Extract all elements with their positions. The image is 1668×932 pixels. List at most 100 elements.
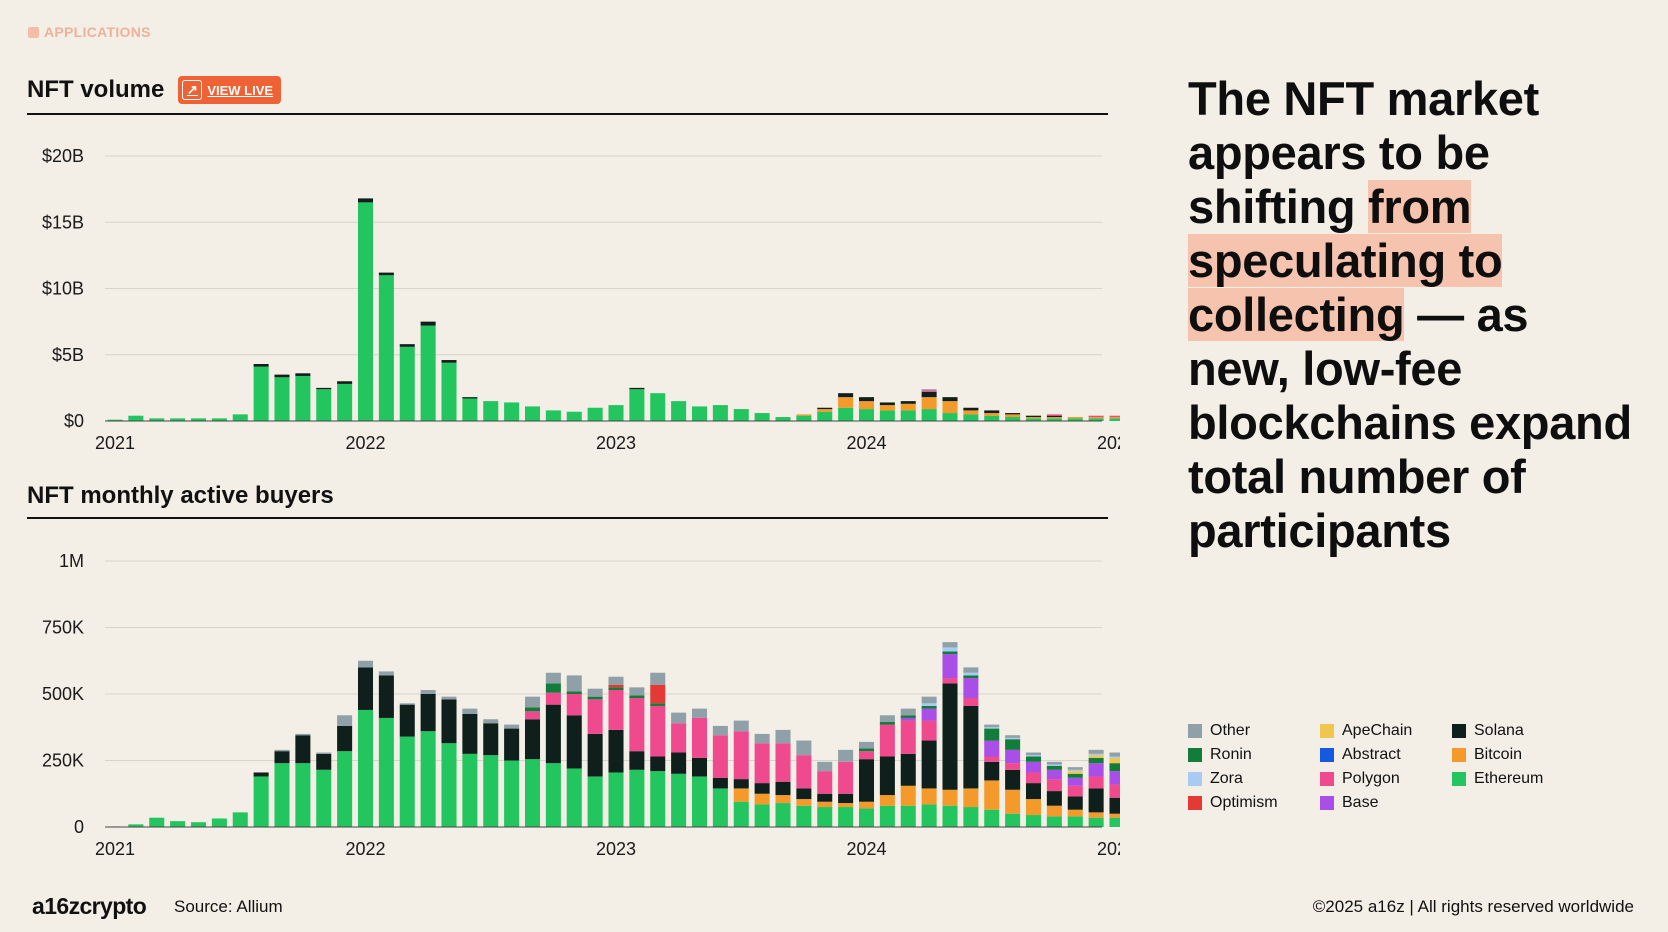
volume-bar-ethereum-0 [107,419,123,421]
buyers-bar-ronin-24 [608,687,624,691]
legend-item-base: Base [1320,794,1452,812]
buyers-bar-ronin-23 [587,696,603,700]
buyers-bar-bitcoin-31 [754,793,770,805]
buyers-bar-other-8 [274,749,290,752]
buyers-bar-apechain-48 [1109,757,1120,764]
legend-item-ethereum: Ethereum [1452,770,1602,788]
volume-bar-solana-39 [921,391,937,398]
buyers-bar-zora-39 [921,703,937,706]
buyers-bar-polygon-33 [796,755,812,789]
buyers-bar-ethereum-14 [399,736,415,827]
buyers-bar-base-47 [1088,763,1104,777]
buyers-y-tick-label: 0 [74,817,84,837]
buyers-bar-other-19 [504,724,520,729]
buyers-bar-other-36 [858,741,875,749]
view-live-label: VIEW LIVE [207,82,274,98]
buyers-bar-ethereum-5 [211,818,227,827]
buyers-bar-polygon-21 [545,692,561,705]
volume-bar-ethereum-20 [524,406,541,421]
volume-bar-bitcoin-47 [1088,417,1104,419]
buyers-bar-ethereum-11 [337,751,353,827]
buyers-bar-solana-42 [984,761,1000,781]
buyers-bar-bitcoin-35 [838,803,854,808]
buyers-bar-polygon-43 [1005,763,1021,770]
volume-bar-ethereum-29 [712,405,728,421]
buyers-bar-base-44 [1025,761,1042,773]
buyers-bar-ethereum-40 [942,805,958,827]
volume-bar-ethereum-19 [504,402,520,421]
volume-bar-ethereum-1 [128,415,144,421]
buyers-bar-polygon-45 [1046,779,1062,792]
legend-label: Solana [1474,722,1524,739]
buyers-bar-polygon-40 [942,678,958,684]
volume-bar-bitcoin-40 [942,401,958,414]
buyers-bar-other-28 [691,708,708,718]
buyers-bar-ethereum-21 [545,763,561,827]
buyers-bar-other-21 [545,672,561,684]
legend-label: Polygon [1342,770,1400,787]
buyers-bar-solana-18 [483,723,499,756]
volume-bar-bitcoin-35 [838,397,854,408]
buyers-bar-ethereum-24 [608,772,624,827]
buyers-bar-other-18 [483,719,499,724]
volume-bar-bitcoin-46 [1067,417,1083,419]
legend-label: Zora [1210,770,1243,787]
buyers-bar-ethereum-45 [1046,816,1062,827]
buyers-bar-solana-40 [942,683,958,790]
volume-bar-bitcoin-43 [1005,414,1021,418]
buyers-bar-bitcoin-40 [942,789,958,806]
volume-bar-ethereum-37 [879,410,895,421]
buyers-bar-base-48 [1109,771,1120,785]
source-text: Source: Allium [174,897,283,916]
buyers-bar-other-30 [733,720,749,732]
buyers-bar-ronin-46 [1067,773,1083,778]
buyers-bar-ethereum-7 [253,776,269,827]
legend-item-other: Other [1188,722,1320,740]
volume-bar-solana-7 [253,364,269,367]
legend-item-ronin: Ronin [1188,746,1320,764]
volume-bar-ethereum-42 [984,415,1000,421]
buyers-bar-ronin-20 [524,707,541,712]
legend-label: Bitcoin [1474,746,1523,763]
buyers-bar-optimism-24 [608,684,624,688]
volume-bar-solana-41 [963,407,979,411]
volume-bar-solana-14 [399,344,415,347]
volume-bar-solana-35 [838,393,854,398]
buyers-bar-other-26 [650,672,666,685]
headline-part2: — as new, low-fee blockchains expand tot… [1188,288,1632,557]
view-live-button[interactable]: ↗ VIEW LIVE [178,76,282,104]
buyers-bar-other-16 [441,696,457,700]
buyers-bar-other-45 [1046,761,1062,765]
buyers-bar-solana-35 [838,793,854,804]
volume-bar-ethereum-45 [1046,418,1062,421]
buyers-bar-polygon-44 [1025,772,1042,784]
buyers-bar-polygon-27 [671,723,687,753]
buyers-bar-base-38 [900,717,916,721]
buyers-bar-other-29 [712,725,728,736]
buyers-bar-other-43 [1005,735,1021,738]
buyers-bar-solana-11 [337,725,353,752]
buyers-bar-ethereum-3 [170,821,186,827]
volume-bar-solana-13 [378,272,394,276]
buyers-bar-base-45 [1046,769,1062,780]
legend-swatch [1452,724,1466,738]
volume-bar-ethereum-16 [441,362,457,421]
buyers-bar-ethereum-12 [357,709,374,827]
legend-swatch [1452,772,1466,786]
buyers-bar-other-31 [754,733,770,744]
volume-bar-bitcoin-34 [817,409,833,412]
legend-label: Optimism [1210,794,1278,811]
volume-y-tick-label: $10B [42,279,84,299]
buyers-bar-polygon-38 [900,720,916,754]
a16z-crypto-logo: a16zcrypto [32,893,147,919]
volume-bar-ethereum-35 [838,407,854,421]
buyers-bar-other-14 [399,703,415,705]
volume-bar-ethereum-2 [149,418,165,421]
legend-label: Base [1342,794,1379,811]
buyers-bar-polygon-32 [775,743,791,782]
buyers-bar-solana-33 [796,788,812,800]
buyers-bar-solana-24 [608,729,624,773]
buyers-bar-ronin-22 [566,691,582,694]
buyers-bar-solana-29 [712,777,728,789]
volume-bar-solana-38 [900,401,916,404]
